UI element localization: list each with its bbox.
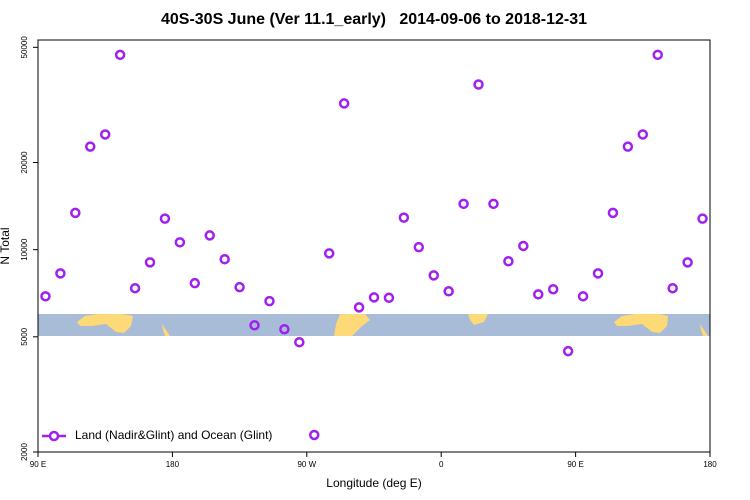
point [533,289,544,300]
point [652,49,663,61]
point [503,255,514,267]
point [338,98,350,109]
point [55,268,66,279]
y-tick-label: 5000 [20,327,29,345]
point [294,336,305,348]
point [85,141,96,152]
x-tick-label: 0 [439,460,444,469]
point [144,257,156,268]
point [667,282,678,294]
x-tick-label: 90 E [567,460,583,469]
legend-marker [48,430,60,442]
point [473,79,484,90]
point [428,270,439,281]
y-tick-label: 10000 [20,238,29,261]
point [398,212,410,223]
point [443,286,454,297]
point [368,292,380,303]
chart-title: 40S-30S June (Ver 11.1_early) 2014-09-06… [161,11,587,28]
point [279,323,290,335]
point [383,292,395,304]
point [622,141,634,152]
point [234,281,245,293]
point [562,345,574,357]
point [264,295,275,307]
point [114,49,126,61]
point [309,429,320,441]
point [189,277,201,289]
plot-frame [37,39,711,453]
point [682,257,693,268]
map-band [38,314,710,336]
point [70,207,81,219]
y-tick-label: 20000 [20,151,29,174]
point [458,198,469,210]
point [353,302,365,313]
y-tick-label: 2000 [20,443,29,461]
point [174,237,186,248]
x-tick-label: 90 E [30,460,46,469]
point [547,283,559,295]
point [592,268,604,279]
point [577,291,589,302]
point [249,320,260,331]
point [99,129,111,140]
point [488,198,499,210]
x-tick-label: 180 [166,460,180,469]
x-axis-label: Longitude (deg E) [326,476,421,490]
point [637,129,649,140]
point [413,241,425,253]
x-tick-label: 180 [703,460,717,469]
point [159,213,171,224]
point [518,240,529,252]
y-tick-label: 50000 [20,36,29,59]
point [40,291,51,302]
point [607,207,619,219]
point [323,248,335,259]
x-tick-label: 90 W [297,460,316,469]
point [204,230,215,241]
point [129,282,141,294]
y-axis-label: N Total [0,227,12,264]
point [697,213,708,224]
legend-label: Land (Nadir&Glint) and Ocean (Glint) [75,428,272,442]
point [219,253,230,265]
